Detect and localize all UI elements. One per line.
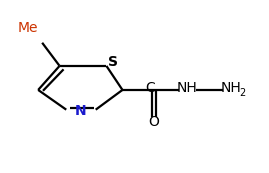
Text: NH: NH bbox=[221, 81, 241, 95]
Text: S: S bbox=[108, 56, 118, 70]
Text: 2: 2 bbox=[239, 88, 246, 98]
Text: O: O bbox=[148, 115, 159, 129]
Text: N: N bbox=[75, 104, 87, 118]
Text: NH: NH bbox=[177, 81, 198, 95]
Text: C: C bbox=[145, 81, 155, 95]
Text: Me: Me bbox=[17, 21, 38, 35]
